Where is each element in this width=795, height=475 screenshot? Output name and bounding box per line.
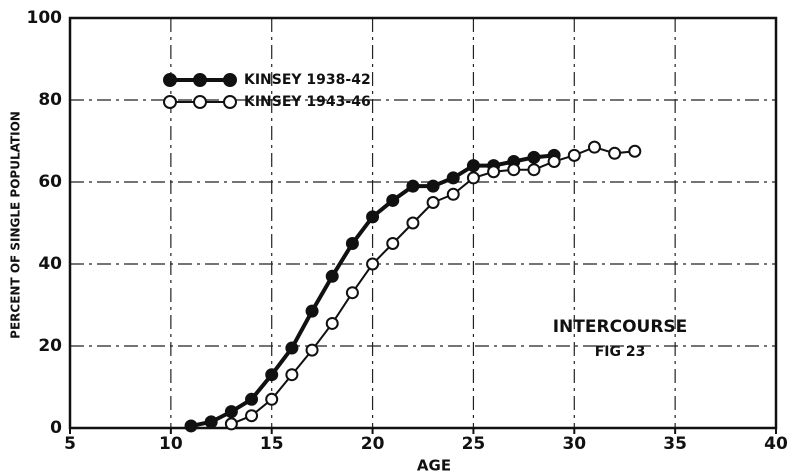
legend-marker (163, 73, 177, 87)
x-tick-label: 5 (64, 434, 76, 454)
data-point (466, 159, 480, 173)
data-point (305, 304, 319, 318)
x-tick-label: 40 (764, 434, 788, 454)
y-tick-label: 40 (38, 254, 62, 274)
y-tick-label: 60 (38, 172, 62, 192)
x-tick-label: 10 (159, 434, 183, 454)
y-tick-label: 80 (38, 90, 62, 110)
data-point (366, 257, 380, 271)
data-point (224, 417, 238, 431)
data-point (446, 171, 460, 185)
data-point (386, 237, 400, 250)
data-point (204, 415, 218, 429)
data-point (386, 193, 400, 207)
legend-label: KINSEY 1938-42 (244, 72, 371, 88)
data-point (265, 392, 279, 406)
data-point (285, 368, 299, 382)
x-tick-label: 25 (462, 434, 486, 454)
data-point (487, 165, 501, 179)
data-point (446, 187, 460, 201)
data-point (466, 171, 480, 185)
data-point (224, 405, 238, 419)
y-tick-label: 100 (27, 8, 63, 28)
data-point (366, 210, 380, 224)
plot-frame (68, 16, 778, 430)
x-tick-label: 35 (663, 434, 687, 454)
data-point (406, 179, 420, 193)
x-axis-label: AGE (417, 457, 451, 475)
data-point (426, 179, 440, 193)
data-point (265, 368, 279, 382)
data-point (325, 269, 339, 283)
y-tick-label: 20 (38, 336, 62, 356)
data-point (628, 144, 642, 158)
data-point (245, 409, 259, 423)
data-point (608, 146, 622, 160)
data-point (507, 163, 521, 177)
data-point (547, 155, 561, 168)
y-axis-label: PERCENT OF SINGLE POPULATION (9, 111, 23, 339)
data-point (184, 419, 198, 433)
data-point (325, 316, 339, 330)
data-point (527, 163, 541, 177)
x-tick-label: 15 (260, 434, 284, 454)
legend-marker (163, 95, 177, 109)
legend-marker (193, 95, 207, 109)
data-point (345, 286, 359, 300)
data-point (245, 392, 259, 406)
data-point (305, 343, 319, 357)
legend-marker (223, 95, 237, 109)
data-point (426, 196, 440, 209)
data-point (567, 148, 581, 162)
data-point (285, 341, 299, 355)
annotation: FIG 23 (595, 344, 646, 360)
legend-label: KINSEY 1943-46 (244, 94, 371, 110)
x-tick-label: 20 (361, 434, 385, 454)
data-point (345, 237, 359, 250)
data-point (587, 140, 601, 154)
annotation: INTERCOURSE (553, 317, 688, 337)
legend-marker (193, 73, 207, 87)
data-point (406, 216, 420, 230)
legend-marker (223, 73, 237, 87)
data-point (527, 150, 541, 164)
x-tick-label: 30 (562, 434, 586, 454)
y-tick-label: 0 (50, 418, 62, 438)
